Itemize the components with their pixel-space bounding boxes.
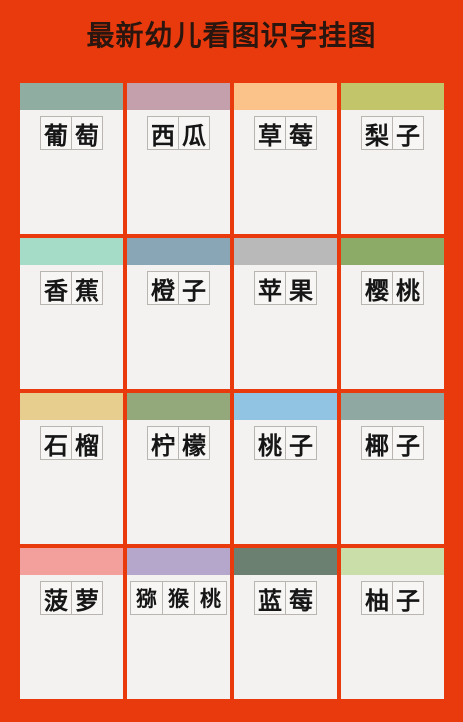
card-color-bar	[341, 238, 444, 265]
character-box: 葡	[40, 116, 72, 150]
card-color-bar	[20, 548, 123, 575]
card-color-bar	[20, 238, 123, 265]
character-box: 莓	[285, 116, 317, 150]
card-color-bar	[234, 393, 337, 420]
fruit-card: 葡萄	[20, 83, 123, 234]
fruit-name: 香蕉	[20, 271, 123, 305]
fruit-name: 猕猴桃	[127, 581, 230, 615]
character-box: 蕉	[71, 271, 103, 305]
fruit-card: 蓝莓	[234, 548, 337, 699]
fruit-card-grid: 葡萄西瓜草莓梨子香蕉橙子苹果樱桃石榴柠檬桃子椰子菠萝猕猴桃蓝莓柚子	[20, 83, 444, 699]
fruit-card: 草莓	[234, 83, 337, 234]
character-box: 莓	[285, 581, 317, 615]
fruit-card: 菠萝	[20, 548, 123, 699]
fruit-card: 柠檬	[127, 393, 230, 544]
fruit-card: 石榴	[20, 393, 123, 544]
character-box: 桃	[254, 426, 286, 460]
character-box: 草	[254, 116, 286, 150]
character-box: 菠	[40, 581, 72, 615]
card-color-bar	[127, 83, 230, 110]
fruit-card: 桃子	[234, 393, 337, 544]
character-box: 子	[392, 426, 424, 460]
fruit-card: 香蕉	[20, 238, 123, 389]
fruit-card: 椰子	[341, 393, 444, 544]
fruit-name: 樱桃	[341, 271, 444, 305]
card-color-bar	[234, 238, 337, 265]
fruit-name: 菠萝	[20, 581, 123, 615]
character-box: 猴	[162, 581, 195, 615]
character-box: 柚	[361, 581, 393, 615]
character-box: 石	[40, 426, 72, 460]
fruit-card: 西瓜	[127, 83, 230, 234]
fruit-card: 苹果	[234, 238, 337, 389]
character-box: 柠	[147, 426, 179, 460]
fruit-name: 西瓜	[127, 116, 230, 150]
fruit-card: 梨子	[341, 83, 444, 234]
character-box: 蓝	[254, 581, 286, 615]
character-box: 萄	[71, 116, 103, 150]
fruit-name: 桃子	[234, 426, 337, 460]
fruit-name: 椰子	[341, 426, 444, 460]
character-box: 西	[147, 116, 179, 150]
character-box: 榴	[71, 426, 103, 460]
character-box: 瓜	[178, 116, 210, 150]
card-color-bar	[20, 83, 123, 110]
fruit-name: 草莓	[234, 116, 337, 150]
card-color-bar	[127, 393, 230, 420]
character-box: 子	[178, 271, 210, 305]
character-box: 子	[285, 426, 317, 460]
card-color-bar	[127, 238, 230, 265]
fruit-name: 梨子	[341, 116, 444, 150]
card-color-bar	[234, 83, 337, 110]
character-box: 桃	[194, 581, 227, 615]
character-box: 猕	[130, 581, 163, 615]
character-box: 橙	[147, 271, 179, 305]
fruit-name: 柚子	[341, 581, 444, 615]
fruit-name: 葡萄	[20, 116, 123, 150]
character-box: 萝	[71, 581, 103, 615]
fruit-card: 樱桃	[341, 238, 444, 389]
card-color-bar	[20, 393, 123, 420]
card-color-bar	[127, 548, 230, 575]
fruit-name: 柠檬	[127, 426, 230, 460]
fruit-card: 猕猴桃	[127, 548, 230, 699]
card-color-bar	[341, 393, 444, 420]
poster-title: 最新幼儿看图识字挂图	[86, 19, 377, 52]
fruit-card: 柚子	[341, 548, 444, 699]
card-color-bar	[341, 83, 444, 110]
character-box: 椰	[361, 426, 393, 460]
fruit-name: 苹果	[234, 271, 337, 305]
character-box: 子	[392, 581, 424, 615]
fruit-name: 石榴	[20, 426, 123, 460]
card-color-bar	[341, 548, 444, 575]
character-box: 樱	[361, 271, 393, 305]
character-box: 苹	[254, 271, 286, 305]
card-color-bar	[234, 548, 337, 575]
character-box: 子	[392, 116, 424, 150]
character-box: 桃	[392, 271, 424, 305]
fruit-name: 橙子	[127, 271, 230, 305]
character-box: 檬	[178, 426, 210, 460]
fruit-card: 橙子	[127, 238, 230, 389]
character-box: 果	[285, 271, 317, 305]
fruit-name: 蓝莓	[234, 581, 337, 615]
character-box: 梨	[361, 116, 393, 150]
character-box: 香	[40, 271, 72, 305]
